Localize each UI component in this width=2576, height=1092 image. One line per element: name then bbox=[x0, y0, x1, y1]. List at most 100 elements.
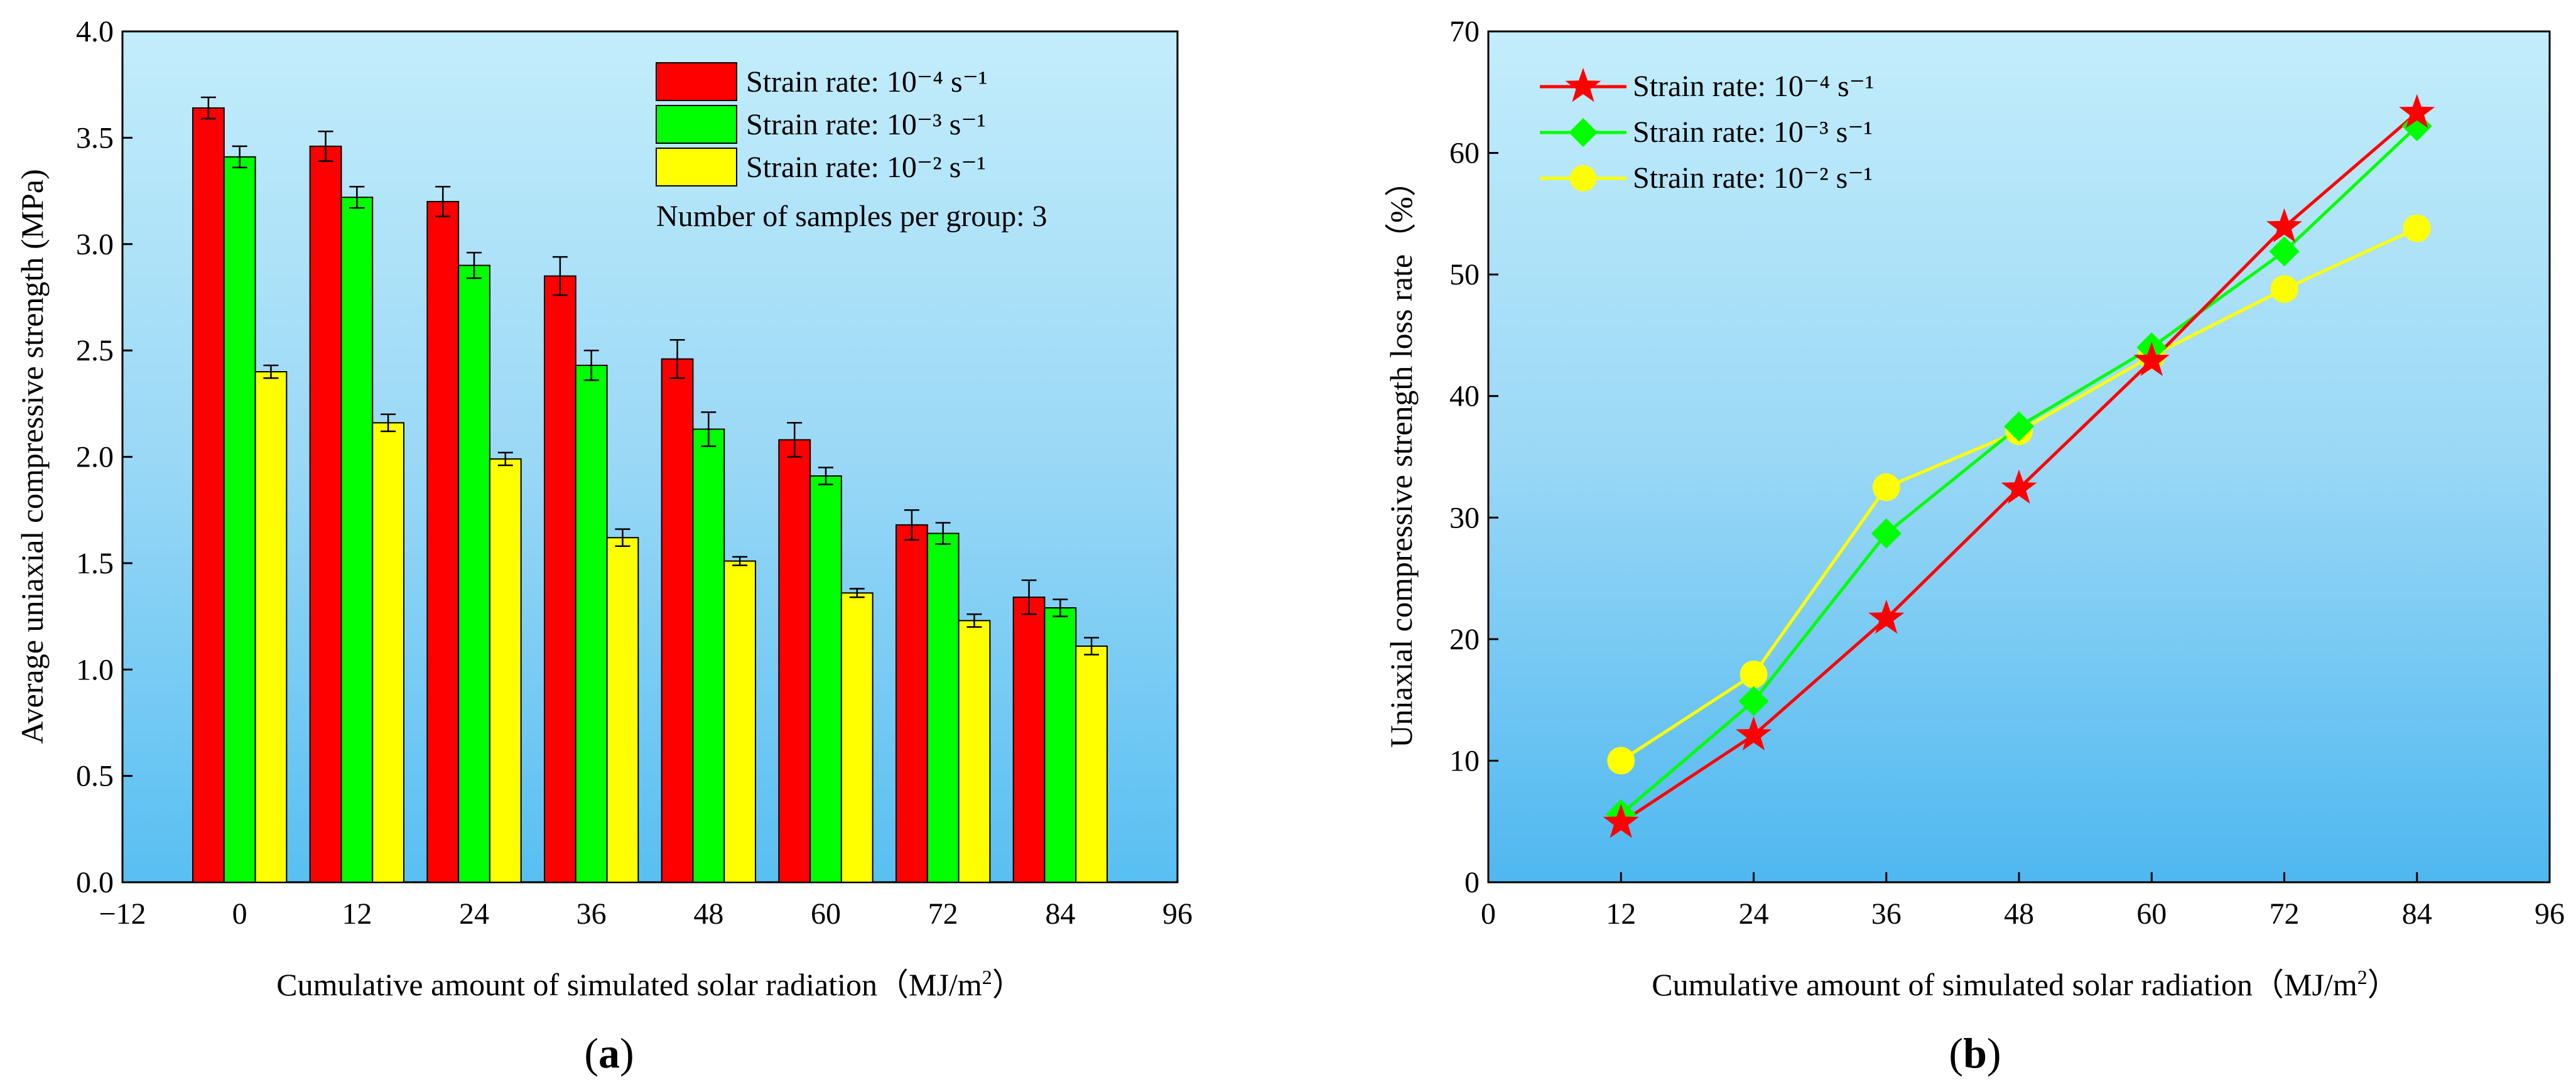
bar-48-series-3 bbox=[723, 560, 756, 883]
plot-a-x-tick-label: 72 bbox=[928, 897, 958, 931]
plot-a-x-tick-label: 24 bbox=[459, 897, 489, 931]
bar-60-series-3 bbox=[840, 592, 874, 883]
plot-a-x-tick-label: 84 bbox=[1045, 897, 1075, 931]
plot-b-y-tick-label: 60 bbox=[1449, 137, 1480, 170]
star-marker bbox=[2399, 94, 2435, 128]
diamond-marker bbox=[1871, 518, 1902, 549]
plot-b-y-tick-label: 0 bbox=[1464, 866, 1480, 899]
star-marker bbox=[2001, 469, 2037, 504]
circle-marker bbox=[1872, 473, 1900, 501]
legend-a-label-1: Strain rate: 10⁻⁴ s⁻¹ bbox=[746, 65, 987, 99]
plot-a-x-tick-labels: −12 0 12 24 36 48 60 72 84 96 bbox=[99, 897, 1193, 931]
legend-a-swatch-3 bbox=[656, 148, 737, 187]
plot-a-y-axis-label: Average uniaxial compressive strength (M… bbox=[14, 169, 50, 743]
plot-b-x-tick-label: 60 bbox=[2136, 897, 2167, 931]
plot-a-x-tick-label: 96 bbox=[1162, 897, 1193, 931]
plot-a-x-tick-label: 60 bbox=[811, 897, 841, 931]
plot-b-ticks bbox=[1487, 30, 2551, 884]
panel-b: 0 12 24 36 48 60 72 84 96 0 10 20 30 40 50 60 70 Strain… bbox=[1383, 15, 2565, 1077]
circle-marker bbox=[1740, 660, 1768, 688]
plot-b-x-tick-label: 72 bbox=[2270, 897, 2300, 931]
plot-b-y-tick-labels: 0 10 20 30 40 50 60 70 bbox=[1449, 15, 1480, 899]
star-marker bbox=[1603, 804, 1639, 838]
legend-b-star-marker bbox=[1565, 68, 1601, 102]
plot-b-x-tick-label: 36 bbox=[1871, 897, 1902, 931]
bar-12-series-1 bbox=[309, 145, 342, 883]
panel-a-label: (a) bbox=[584, 1029, 634, 1077]
panel-b-label: (b) bbox=[1949, 1029, 2001, 1077]
plot-a-x-tick-label: 48 bbox=[693, 897, 723, 931]
bar-84-series-1 bbox=[1012, 597, 1046, 883]
bar-24-series-3 bbox=[489, 458, 522, 883]
plot-a-y-tick-label: 4.0 bbox=[76, 15, 114, 48]
bar-72-series-2 bbox=[926, 532, 960, 883]
legend-a-label-2: Strain rate: 10⁻³ s⁻¹ bbox=[746, 108, 986, 141]
plot-a-legend: Strain rate: 10⁻⁴ s⁻¹ Strain rate: 10⁻³ … bbox=[656, 62, 1047, 233]
plot-b-lines bbox=[1603, 94, 2435, 838]
plot-b-background bbox=[1487, 30, 2551, 884]
bar-0-series-2 bbox=[223, 156, 256, 883]
plot-a-y-tick-label: 1.5 bbox=[76, 547, 114, 580]
plot-a-y-tick-label: 1.0 bbox=[76, 653, 114, 686]
panel-a: −12 0 12 24 36 48 60 72 84 96 0.0 0.5 1.0 1.5 2.0 2.5 3… bbox=[14, 15, 1193, 1077]
circle-marker bbox=[2270, 275, 2298, 303]
diamond-marker bbox=[1738, 686, 1769, 716]
star-marker bbox=[2133, 342, 2170, 376]
plot-b-y-tick-label: 70 bbox=[1449, 15, 1480, 48]
plot-b-x-tick-label: 96 bbox=[2535, 897, 2565, 931]
plot-b-y-tick-label: 40 bbox=[1449, 380, 1480, 413]
plot-a-y-tick-label: 2.5 bbox=[76, 334, 114, 367]
plot-b-y-axis-label: Uniaxial compressive strength loss rate（… bbox=[1383, 165, 1419, 748]
bar-36-series-2 bbox=[575, 364, 608, 883]
circle-marker bbox=[1607, 747, 1635, 775]
plot-a-x-tick-label: 12 bbox=[342, 897, 372, 931]
star-marker bbox=[2266, 208, 2302, 242]
plot-a-background bbox=[121, 30, 1179, 884]
diamond-marker bbox=[2269, 236, 2300, 267]
plot-a-x-tick-label: 36 bbox=[576, 897, 607, 931]
legend-b-label-3: Strain rate: 10⁻² s⁻¹ bbox=[1633, 161, 1873, 195]
bar-36-series-3 bbox=[606, 537, 639, 883]
legend-b-diamond-marker bbox=[1569, 118, 1598, 147]
plot-b-x-tick-label: 0 bbox=[1481, 897, 1496, 931]
bar-72-series-3 bbox=[958, 620, 991, 884]
plot-a-y-tick-label: 2.0 bbox=[76, 441, 114, 474]
bar-84-series-3 bbox=[1075, 645, 1108, 884]
legend-b-circle-marker bbox=[1570, 165, 1596, 192]
plot-b-y-tick-label: 50 bbox=[1449, 258, 1480, 291]
plot-b-x-tick-label: 24 bbox=[1739, 897, 1769, 931]
plot-b-y-tick-label: 30 bbox=[1449, 501, 1480, 534]
plot-b-x-tick-label: 48 bbox=[2004, 897, 2034, 931]
bar-12-series-2 bbox=[340, 197, 374, 884]
legend-b-label-1: Strain rate: 10⁻⁴ s⁻¹ bbox=[1633, 70, 1874, 103]
bar-72-series-1 bbox=[896, 524, 928, 883]
plot-a-bars bbox=[192, 96, 1108, 884]
plot-a-y-tick-label: 3.5 bbox=[76, 121, 114, 154]
star-marker bbox=[1868, 600, 1905, 634]
bar-12-series-3 bbox=[372, 422, 405, 883]
bar-24-series-1 bbox=[426, 201, 460, 883]
plot-a-y-tick-labels: 0.0 0.5 1.0 1.5 2.0 2.5 3.0 3.5 4.0 bbox=[76, 15, 114, 899]
legend-b-label-2: Strain rate: 10⁻³ s⁻¹ bbox=[1633, 116, 1873, 149]
legend-a-swatch-1 bbox=[656, 62, 737, 101]
diamond-marker bbox=[2004, 411, 2034, 442]
plot-a-y-tick-label: 0.0 bbox=[76, 866, 114, 899]
bar-24-series-2 bbox=[458, 264, 490, 883]
bar-60-series-2 bbox=[809, 475, 842, 883]
plot-b-x-tick-label: 84 bbox=[2402, 897, 2432, 931]
legend-a-annotation: Number of samples per group: 3 bbox=[656, 200, 1047, 233]
bar-60-series-1 bbox=[778, 439, 811, 883]
plot-b-y-tick-label: 10 bbox=[1449, 744, 1480, 777]
bar-48-series-2 bbox=[692, 428, 725, 883]
plot-b-legend: Strain rate: 10⁻⁴ s⁻¹ Strain rate: 10⁻³ … bbox=[1540, 68, 1874, 195]
plot-a-x-axis-label: Cumulative amount of simulated solar rad… bbox=[276, 966, 1023, 1002]
star-marker bbox=[1736, 716, 1772, 750]
plot-a-y-tick-label: 0.5 bbox=[76, 760, 114, 793]
bar-0-series-1 bbox=[192, 107, 225, 884]
bar-0-series-3 bbox=[254, 371, 288, 883]
bar-48-series-1 bbox=[661, 358, 694, 883]
legend-a-swatch-2 bbox=[656, 105, 737, 144]
bar-36-series-1 bbox=[544, 275, 576, 883]
plot-b-y-tick-label: 20 bbox=[1449, 623, 1480, 656]
